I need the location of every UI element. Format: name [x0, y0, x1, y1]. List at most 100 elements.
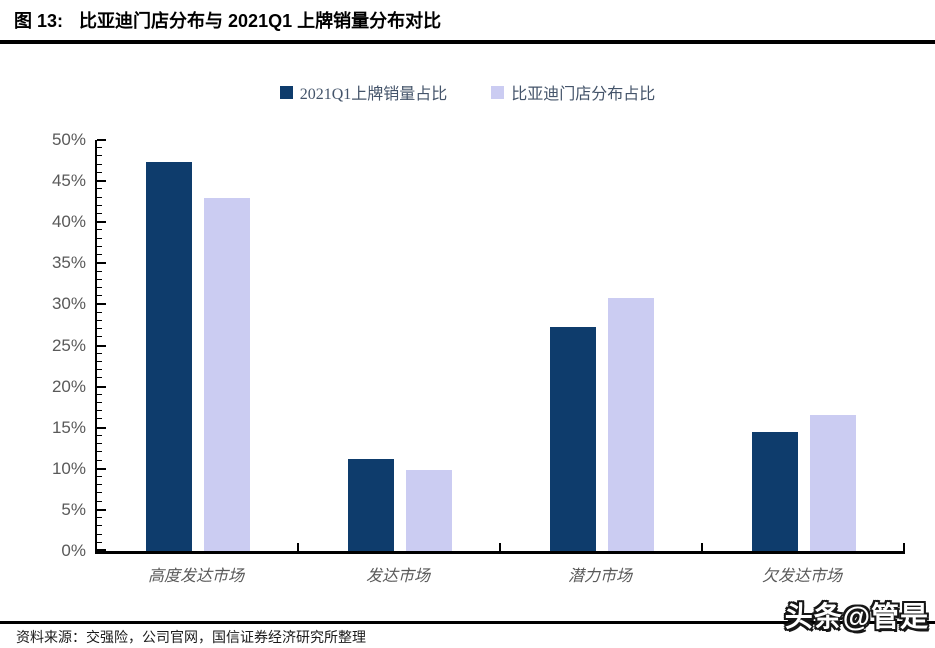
y-axis-tick-label: 15% [51, 417, 86, 437]
y-minor-tick [97, 237, 102, 239]
y-major-tick [97, 221, 106, 224]
legend-item-sales: 2021Q1上牌销量占比 [279, 80, 448, 104]
bar-group-3 [501, 140, 703, 551]
legend-swatch-stores-icon [491, 85, 505, 99]
y-minor-tick [97, 402, 102, 404]
bar-stores-1 [204, 197, 250, 551]
y-major-tick [97, 426, 106, 429]
bar-sales-3 [550, 326, 596, 551]
y-minor-tick [97, 245, 102, 247]
y-axis-tick-label: 35% [51, 253, 86, 273]
bar-group-4 [703, 140, 905, 551]
bar-stores-3 [608, 297, 654, 551]
y-axis-tick-label: 0% [61, 541, 86, 560]
y-major-tick [97, 139, 106, 141]
y-axis-tick-label: 20% [51, 376, 86, 396]
chart-legend: 2021Q1上牌销量占比 比亚迪门店分布占比 [0, 80, 935, 104]
y-minor-tick [97, 286, 102, 288]
y-minor-tick [97, 418, 102, 420]
y-axis-tick-label: 40% [51, 212, 86, 232]
x-axis-category-label: 发达市场 [365, 568, 430, 585]
y-major-tick [97, 344, 106, 347]
x-axis-boundary-tick [499, 543, 501, 551]
bar-group-1 [97, 140, 299, 551]
y-minor-tick [97, 360, 102, 362]
y-axis-tick-label: 45% [51, 171, 86, 191]
y-minor-tick [97, 147, 102, 149]
y-minor-tick [97, 451, 102, 453]
y-minor-tick [97, 155, 102, 157]
x-axis-category-labels: 高度发达市场 发达市场 潜力市场 欠发达市场 [95, 562, 903, 586]
y-axis-tick-label: 5% [61, 499, 86, 519]
y-axis-tick-label: 10% [51, 458, 86, 478]
x-axis-boundary-tick [701, 543, 703, 551]
y-minor-tick [97, 295, 102, 297]
y-axis-tick-label: 25% [51, 335, 86, 355]
bar-groups [97, 140, 905, 551]
y-major-tick [97, 467, 106, 470]
legend-item-stores: 比亚迪门店分布占比 [491, 80, 655, 104]
y-minor-tick [97, 500, 102, 502]
y-minor-tick [97, 352, 102, 354]
bar-sales-1 [146, 162, 192, 551]
y-minor-tick [97, 541, 102, 543]
plot-area [95, 139, 905, 554]
y-minor-tick [97, 459, 102, 461]
figure-title: 图 13: 比亚迪门店分布与 2021Q1 上牌销量分布对比 [14, 7, 441, 33]
top-divider [0, 40, 935, 44]
y-minor-tick [97, 492, 102, 494]
y-minor-tick [97, 319, 102, 321]
x-axis-boundary-tick [297, 543, 299, 551]
x-axis-category-label: 潜力市场 [567, 568, 632, 585]
y-minor-tick [97, 476, 102, 478]
y-minor-tick [97, 311, 102, 313]
bar-sales-2 [348, 458, 394, 551]
y-minor-tick [97, 336, 102, 338]
y-major-tick [97, 180, 106, 183]
figure-title-text: 比亚迪门店分布与 2021Q1 上牌销量分布对比 [79, 11, 442, 31]
y-minor-tick [97, 188, 102, 190]
y-minor-tick [97, 410, 102, 412]
y-major-tick [97, 385, 106, 388]
y-axis-tick-label: 50% [51, 130, 86, 149]
y-minor-tick [97, 171, 102, 173]
y-major-tick [97, 549, 106, 551]
y-minor-tick [97, 484, 102, 486]
bottom-divider [0, 621, 935, 624]
y-minor-tick [97, 212, 102, 214]
legend-swatch-sales-icon [279, 85, 293, 99]
source-note: 资料来源：交强险，公司官网，国信证券经济研究所整理 [16, 631, 366, 646]
x-axis-category-label: 欠发达市场 [761, 568, 842, 585]
x-axis-boundary-tick [903, 543, 905, 551]
y-minor-tick [97, 525, 102, 527]
bar-stores-2 [406, 470, 452, 551]
y-major-tick [97, 262, 106, 265]
y-major-tick [97, 508, 106, 511]
bar-stores-4 [810, 414, 856, 551]
y-minor-tick [97, 533, 102, 535]
watermark: 头条@管是 [784, 601, 929, 632]
y-minor-tick [97, 278, 102, 280]
y-minor-tick [97, 434, 102, 436]
y-minor-tick [97, 328, 102, 330]
legend-label-stores: 比亚迪门店分布占比 [511, 86, 656, 103]
bar-group-2 [299, 140, 501, 551]
legend-label-sales: 2021Q1上牌销量占比 [299, 86, 448, 103]
y-axis-tick-label: 30% [51, 294, 86, 314]
y-minor-tick [97, 254, 102, 256]
bar-sales-4 [752, 431, 798, 551]
y-minor-tick [97, 204, 102, 206]
figure-number-label: 图 13: [14, 11, 64, 31]
y-minor-tick [97, 443, 102, 445]
y-minor-tick [97, 270, 102, 272]
y-minor-tick [97, 229, 102, 231]
y-minor-tick [97, 163, 102, 165]
y-major-tick [97, 303, 106, 306]
y-minor-tick [97, 393, 102, 395]
x-axis-category-label: 高度发达市场 [147, 568, 244, 585]
y-minor-tick [97, 517, 102, 519]
y-minor-tick [97, 369, 102, 371]
y-minor-tick [97, 196, 102, 198]
y-minor-tick [97, 377, 102, 379]
